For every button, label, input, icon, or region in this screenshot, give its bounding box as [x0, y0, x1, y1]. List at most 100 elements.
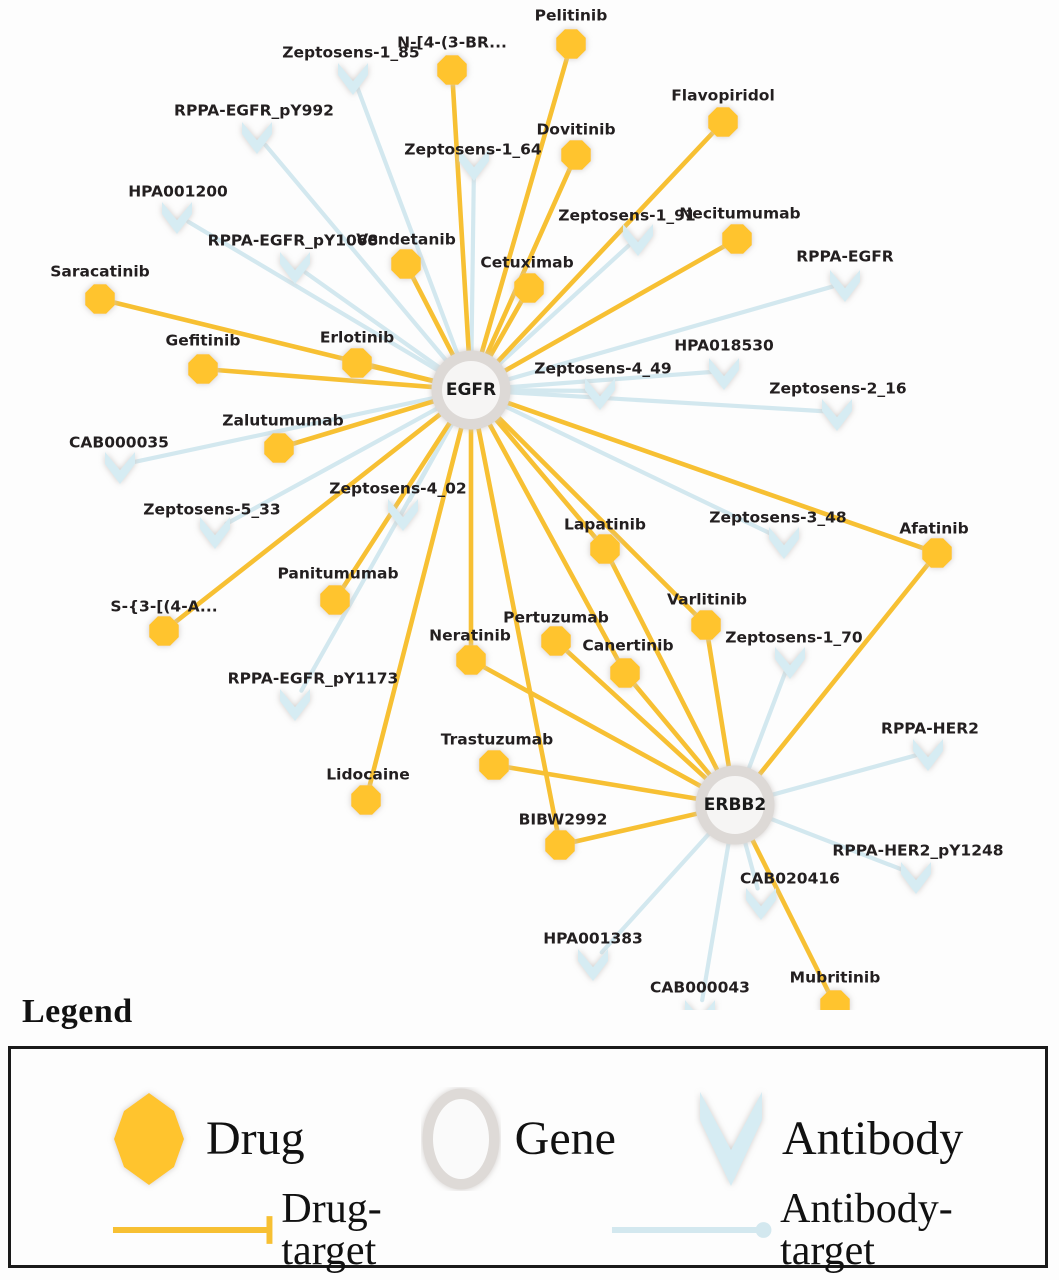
gene-node[interactable]	[431, 350, 511, 430]
antibody-target-edge[interactable]	[760, 813, 906, 873]
antibody-target-edge[interactable]	[743, 670, 788, 780]
drug-node[interactable]	[479, 750, 509, 780]
drug-target-edge[interactable]	[504, 764, 708, 803]
drug-node[interactable]	[264, 433, 294, 463]
drug-target-edge[interactable]	[483, 414, 622, 664]
drug-target-edge[interactable]	[474, 417, 560, 835]
antibody-node[interactable]	[459, 149, 489, 181]
antibody-target-edge[interactable]	[599, 825, 717, 955]
drug-target-edge[interactable]	[563, 647, 716, 788]
antibody-target-edge[interactable]	[495, 400, 775, 537]
antibody-node[interactable]	[709, 358, 739, 390]
drug-node[interactable]	[456, 645, 486, 675]
antibody-node[interactable]	[200, 517, 230, 549]
drug-node[interactable]	[820, 990, 850, 1010]
antibody-node[interactable]	[578, 949, 608, 981]
antibody-node[interactable]	[162, 202, 192, 234]
drug-node[interactable]	[691, 610, 721, 640]
drug-target-edge[interactable]	[608, 558, 724, 781]
drug-target-edge[interactable]	[631, 680, 719, 785]
drug-node[interactable]	[708, 107, 738, 137]
antibody-node[interactable]	[388, 499, 418, 531]
drug-target-edge[interactable]	[367, 363, 445, 386]
drug-node[interactable]	[391, 249, 421, 279]
drug-target-edge[interactable]	[746, 829, 832, 996]
drug-target-edge[interactable]	[171, 406, 450, 626]
drug-node[interactable]	[722, 224, 752, 254]
antibody-node[interactable]	[623, 224, 653, 256]
drug-target-edge[interactable]	[480, 164, 573, 365]
antibody-chevron-icon	[162, 202, 192, 234]
antibody-target-edge[interactable]	[497, 284, 835, 384]
antibody-node[interactable]	[280, 689, 310, 721]
nodes-layer[interactable]	[85, 29, 952, 1010]
drug-node[interactable]	[149, 616, 179, 646]
antibody-target-edge[interactable]	[469, 172, 476, 363]
antibody-target-edge[interactable]	[303, 270, 449, 375]
drug-target-edge[interactable]	[751, 560, 932, 784]
drug-target-edge[interactable]	[705, 635, 733, 778]
drug-node[interactable]	[590, 534, 620, 564]
antibody-target-edge[interactable]	[498, 388, 590, 393]
antibody-target-edge[interactable]	[700, 832, 733, 1003]
drug-node[interactable]	[514, 273, 544, 303]
gene-node-label: ERBB2	[704, 795, 766, 815]
gene-node[interactable]	[695, 765, 775, 845]
drug-target-edge[interactable]	[489, 129, 717, 371]
antibody-node[interactable]	[242, 122, 272, 154]
drug-node[interactable]	[188, 354, 218, 384]
drug-target-edge[interactable]	[488, 410, 599, 542]
antibody-target-edge[interactable]	[130, 394, 444, 465]
drug-target-edge[interactable]	[289, 396, 445, 447]
antibody-target-edge[interactable]	[761, 753, 918, 800]
antibody-node-label: Zeptosens-1_91	[558, 207, 695, 225]
drug-node[interactable]	[556, 29, 586, 59]
drug-node[interactable]	[437, 55, 467, 85]
antibody-node[interactable]	[822, 399, 852, 431]
drug-target-edge[interactable]	[339, 412, 457, 592]
legend-box: Drug Gene Antibody	[8, 1046, 1048, 1272]
drug-node-label: Vendetanib	[356, 231, 456, 249]
drug-target-edge[interactable]	[450, 80, 472, 363]
antibody-node[interactable]	[746, 888, 776, 920]
antibody-node[interactable]	[585, 378, 615, 410]
antibody-node[interactable]	[105, 452, 135, 484]
drug-target-edge[interactable]	[409, 273, 460, 366]
antibody-target-edge[interactable]	[355, 86, 463, 365]
drug-node[interactable]	[541, 626, 571, 656]
antibody-target-edge[interactable]	[498, 369, 714, 390]
drug-target-edge[interactable]	[497, 397, 928, 552]
antibody-node[interactable]	[685, 1000, 715, 1010]
drug-target-edge[interactable]	[480, 663, 712, 793]
antibody-target-edge[interactable]	[299, 414, 459, 693]
drug-node[interactable]	[85, 284, 115, 314]
drug-target-edge[interactable]	[483, 297, 525, 367]
antibody-node[interactable]	[280, 252, 310, 284]
antibody-target-edge[interactable]	[224, 402, 447, 526]
antibody-node[interactable]	[769, 527, 799, 559]
antibody-node[interactable]	[775, 647, 805, 679]
antibody-target-edge[interactable]	[491, 243, 631, 372]
drug-node[interactable]	[922, 538, 952, 568]
drug-node[interactable]	[320, 585, 350, 615]
antibody-node[interactable]	[913, 739, 943, 771]
drug-node[interactable]	[561, 140, 591, 170]
antibody-target-edge[interactable]	[498, 389, 827, 414]
drug-node[interactable]	[610, 658, 640, 688]
antibody-node-label: Zeptosens-1_85	[282, 44, 419, 62]
drug-node[interactable]	[351, 785, 381, 815]
antibody-node[interactable]	[830, 270, 860, 302]
drug-node[interactable]	[545, 830, 575, 860]
antibody-target-edge[interactable]	[263, 142, 454, 370]
antibody-node[interactable]	[901, 862, 931, 894]
drug-target-edge[interactable]	[366, 416, 466, 790]
drug-target-edge[interactable]	[489, 408, 700, 619]
network-graph[interactable]: Zeptosens-1_85 RPPA-EGFR_pY992 Zeptosens-1…	[0, 0, 1059, 1010]
drug-target-edge[interactable]	[213, 367, 444, 390]
drug-target-edge[interactable]	[494, 243, 728, 378]
drug-target-edge[interactable]	[570, 809, 709, 845]
antibody-node[interactable]	[338, 63, 368, 95]
drug-target-edge[interactable]	[477, 54, 570, 364]
drug-node[interactable]	[342, 348, 372, 378]
antibody-target-edge[interactable]	[186, 219, 448, 377]
